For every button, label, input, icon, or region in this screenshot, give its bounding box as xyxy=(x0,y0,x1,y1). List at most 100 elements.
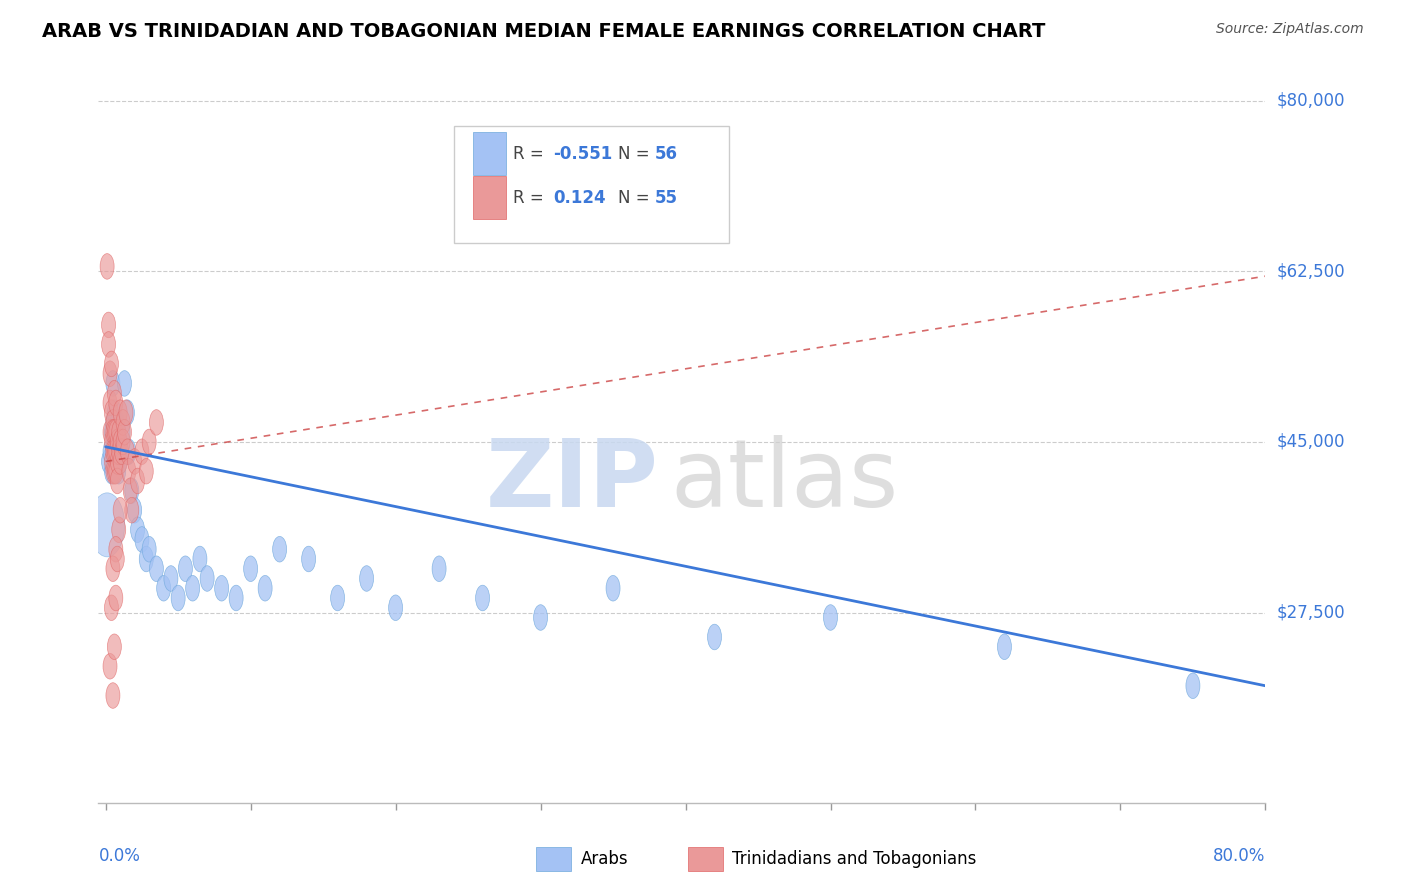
Ellipse shape xyxy=(259,575,273,601)
Ellipse shape xyxy=(388,595,402,621)
Ellipse shape xyxy=(104,458,118,484)
Ellipse shape xyxy=(108,585,122,611)
Ellipse shape xyxy=(997,634,1011,659)
Ellipse shape xyxy=(475,585,489,611)
Ellipse shape xyxy=(111,419,125,445)
Text: N =: N = xyxy=(617,145,650,163)
Text: 0.124: 0.124 xyxy=(554,189,606,207)
Ellipse shape xyxy=(115,439,128,465)
Ellipse shape xyxy=(104,351,118,376)
Ellipse shape xyxy=(104,429,118,455)
Ellipse shape xyxy=(108,536,122,562)
Ellipse shape xyxy=(186,575,200,601)
Ellipse shape xyxy=(142,536,156,562)
Ellipse shape xyxy=(110,409,124,435)
Text: Trinidadians and Tobagonians: Trinidadians and Tobagonians xyxy=(733,850,976,868)
Ellipse shape xyxy=(105,409,120,435)
Ellipse shape xyxy=(103,361,117,386)
Ellipse shape xyxy=(142,429,156,455)
Ellipse shape xyxy=(131,517,145,542)
Text: N =: N = xyxy=(617,189,650,207)
Ellipse shape xyxy=(112,429,127,455)
Ellipse shape xyxy=(103,390,117,416)
Ellipse shape xyxy=(135,439,149,465)
Ellipse shape xyxy=(111,439,125,465)
Ellipse shape xyxy=(90,493,125,557)
Text: $45,000: $45,000 xyxy=(1277,433,1346,451)
Ellipse shape xyxy=(108,439,122,465)
FancyBboxPatch shape xyxy=(454,126,728,244)
Text: $80,000: $80,000 xyxy=(1277,92,1346,110)
Ellipse shape xyxy=(135,526,149,552)
Ellipse shape xyxy=(107,429,121,455)
Ellipse shape xyxy=(360,566,374,591)
Ellipse shape xyxy=(112,498,127,523)
Ellipse shape xyxy=(111,439,125,465)
Ellipse shape xyxy=(110,429,124,455)
Ellipse shape xyxy=(149,556,163,582)
FancyBboxPatch shape xyxy=(472,176,506,219)
Ellipse shape xyxy=(110,429,124,455)
Ellipse shape xyxy=(172,585,186,611)
Ellipse shape xyxy=(330,585,344,611)
Ellipse shape xyxy=(128,498,142,523)
Ellipse shape xyxy=(107,419,121,445)
Ellipse shape xyxy=(229,585,243,611)
Ellipse shape xyxy=(200,566,214,591)
Ellipse shape xyxy=(100,253,114,279)
Ellipse shape xyxy=(105,556,120,582)
Ellipse shape xyxy=(139,458,153,484)
Text: 0.0%: 0.0% xyxy=(98,847,141,864)
Ellipse shape xyxy=(111,517,125,542)
Ellipse shape xyxy=(179,556,193,582)
Ellipse shape xyxy=(139,546,153,572)
Text: Source: ZipAtlas.com: Source: ZipAtlas.com xyxy=(1216,22,1364,37)
FancyBboxPatch shape xyxy=(472,132,506,175)
Ellipse shape xyxy=(110,546,124,572)
Ellipse shape xyxy=(243,556,257,582)
Ellipse shape xyxy=(117,409,131,435)
Bar xyxy=(536,847,571,871)
Ellipse shape xyxy=(105,371,120,396)
Ellipse shape xyxy=(118,419,132,445)
Ellipse shape xyxy=(103,654,117,679)
Ellipse shape xyxy=(108,390,122,416)
Ellipse shape xyxy=(105,419,120,445)
Ellipse shape xyxy=(112,449,127,475)
Ellipse shape xyxy=(107,458,121,484)
Ellipse shape xyxy=(273,536,287,562)
Ellipse shape xyxy=(112,449,127,475)
Text: 80.0%: 80.0% xyxy=(1213,847,1265,864)
Text: atlas: atlas xyxy=(671,435,898,527)
Text: ARAB VS TRINIDADIAN AND TOBAGONIAN MEDIAN FEMALE EARNINGS CORRELATION CHART: ARAB VS TRINIDADIAN AND TOBAGONIAN MEDIA… xyxy=(42,22,1046,41)
Ellipse shape xyxy=(707,624,721,649)
Ellipse shape xyxy=(121,439,135,465)
Ellipse shape xyxy=(107,380,121,406)
Ellipse shape xyxy=(117,429,131,455)
Ellipse shape xyxy=(121,400,135,425)
Ellipse shape xyxy=(101,449,115,475)
Ellipse shape xyxy=(105,682,120,708)
Ellipse shape xyxy=(165,566,179,591)
Text: -0.551: -0.551 xyxy=(554,145,613,163)
Text: Arabs: Arabs xyxy=(581,850,628,868)
Ellipse shape xyxy=(108,419,122,445)
Ellipse shape xyxy=(606,575,620,601)
Ellipse shape xyxy=(112,429,127,455)
Ellipse shape xyxy=(104,449,118,475)
Ellipse shape xyxy=(108,458,122,484)
Ellipse shape xyxy=(115,439,128,465)
Ellipse shape xyxy=(101,332,115,357)
Text: $62,500: $62,500 xyxy=(1277,262,1346,280)
Ellipse shape xyxy=(108,439,122,465)
Ellipse shape xyxy=(1185,673,1199,698)
Ellipse shape xyxy=(103,439,117,465)
Ellipse shape xyxy=(107,400,121,425)
Ellipse shape xyxy=(120,400,134,425)
Ellipse shape xyxy=(533,605,547,631)
Ellipse shape xyxy=(128,449,142,475)
Ellipse shape xyxy=(108,419,122,445)
Ellipse shape xyxy=(104,595,118,621)
Ellipse shape xyxy=(125,478,139,503)
Ellipse shape xyxy=(125,498,139,523)
